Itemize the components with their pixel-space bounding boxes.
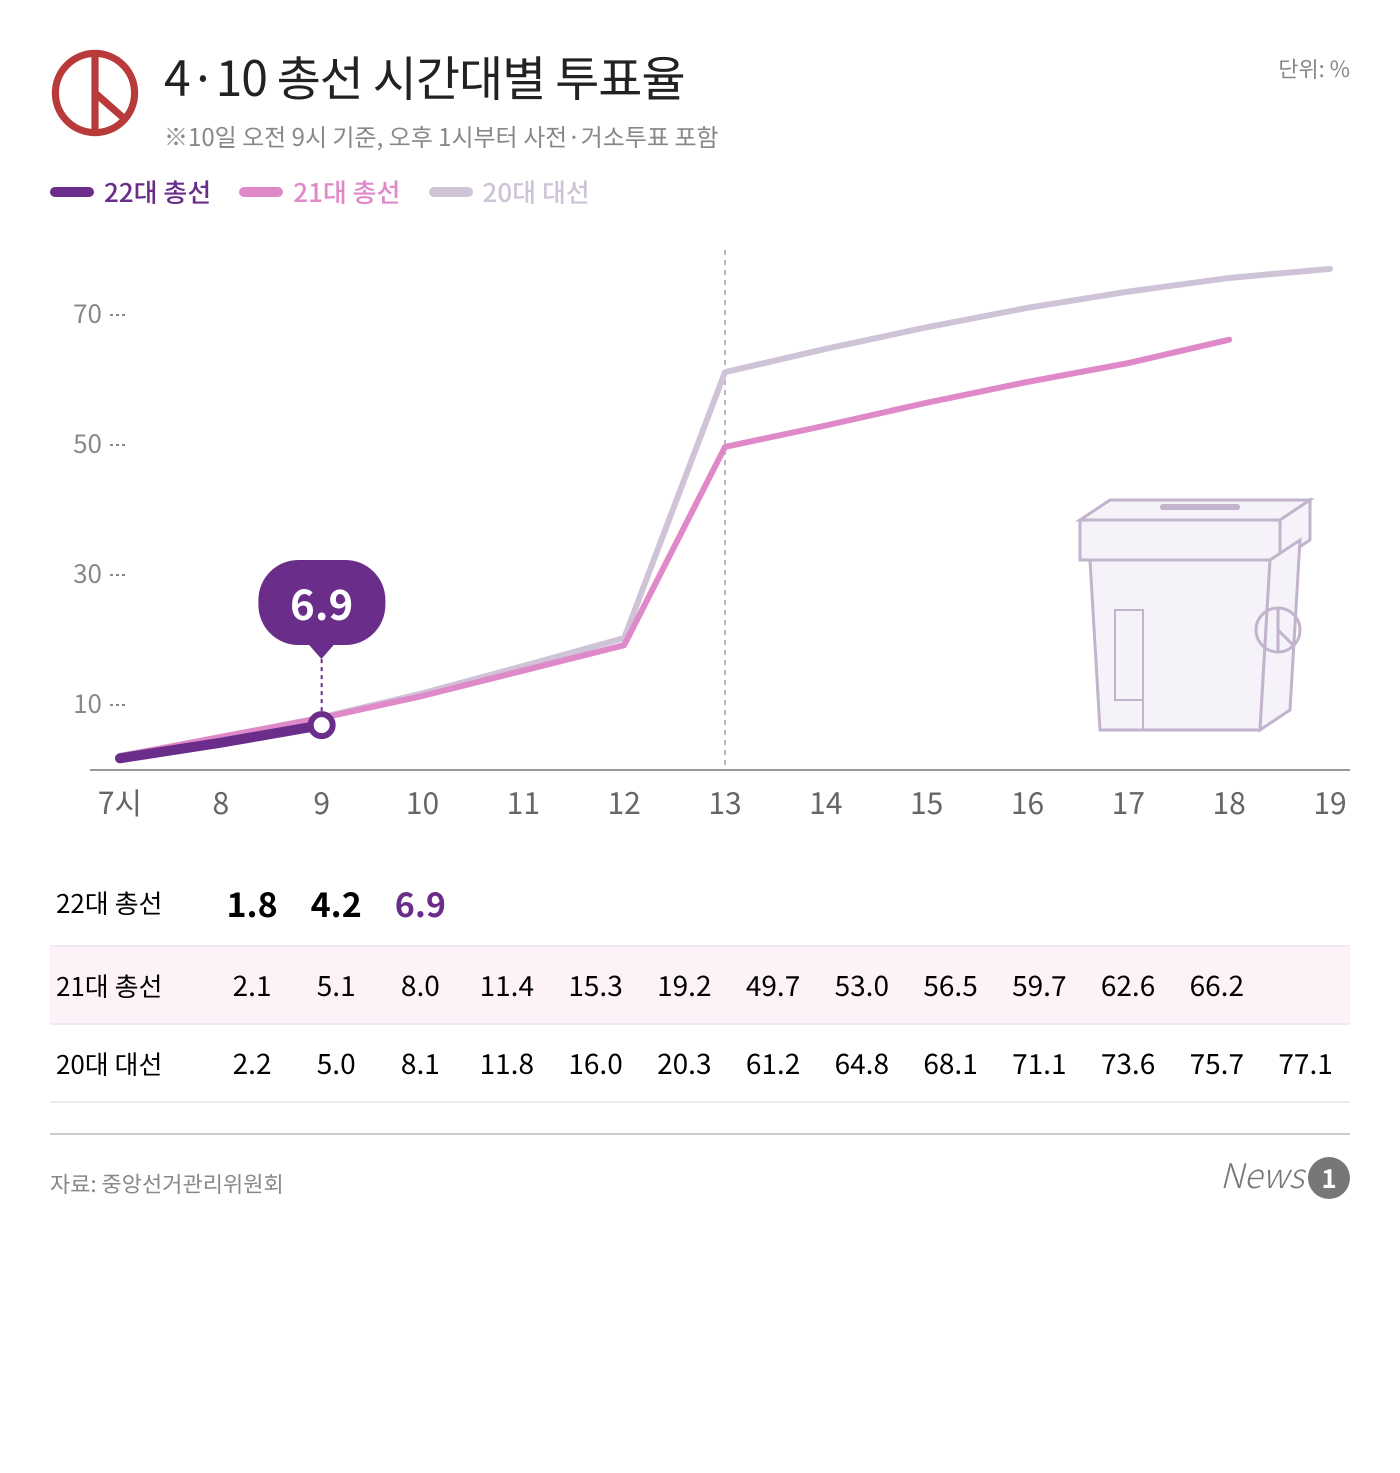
table-cell: 5.0 xyxy=(294,1024,378,1102)
svg-text:12: 12 xyxy=(608,779,641,823)
table-cell: 6.9 xyxy=(378,860,462,946)
table-cell: 77.1 xyxy=(1261,1024,1350,1102)
unit-label: 단위: % xyxy=(1278,52,1350,84)
table-cell xyxy=(1261,946,1350,1024)
table-cell: 61.2 xyxy=(729,1024,818,1102)
table-cell xyxy=(817,860,906,946)
table-row: 20대 대선2.25.08.111.816.020.361.264.868.17… xyxy=(50,1024,1350,1102)
legend: 22대 총선 21대 총선 20대 대선 xyxy=(50,173,1350,210)
svg-text:9: 9 xyxy=(313,779,330,823)
row-label: 21대 총선 xyxy=(50,946,210,1024)
svg-text:10: 10 xyxy=(73,684,102,721)
table-cell: 11.8 xyxy=(462,1024,551,1102)
title-block: 4·10 총선 시간대별 투표율 ※10일 오전 9시 기준, 오후 1시부터 … xyxy=(164,40,1254,153)
table-cell: 16.0 xyxy=(551,1024,640,1102)
table-row: 21대 총선2.15.18.011.415.319.249.753.056.55… xyxy=(50,946,1350,1024)
vote-stamp-icon xyxy=(50,48,140,138)
table-cell: 15.3 xyxy=(551,946,640,1024)
table-cell: 73.6 xyxy=(1084,1024,1173,1102)
news1-logo: News1 xyxy=(1220,1149,1350,1199)
svg-text:14: 14 xyxy=(809,779,842,823)
callout-value: 6.9 xyxy=(290,572,353,633)
table-cell: 64.8 xyxy=(817,1024,906,1102)
svg-text:18: 18 xyxy=(1213,779,1246,823)
row-label: 22대 총선 xyxy=(50,860,210,946)
legend-item: 21대 총선 xyxy=(239,173,400,210)
svg-text:30: 30 xyxy=(73,554,102,591)
table-cell: 5.1 xyxy=(294,946,378,1024)
current-value-callout: 6.9 xyxy=(258,560,385,645)
footer: 자료: 중앙선거관리위원회 News1 xyxy=(50,1133,1350,1199)
svg-text:8: 8 xyxy=(213,779,230,823)
table-cell: 56.5 xyxy=(906,946,995,1024)
svg-text:10: 10 xyxy=(406,779,439,823)
svg-text:70: 70 xyxy=(73,294,102,331)
row-label: 20대 대선 xyxy=(50,1024,210,1102)
svg-text:11: 11 xyxy=(507,779,540,823)
header: 4·10 총선 시간대별 투표율 ※10일 오전 9시 기준, 오후 1시부터 … xyxy=(50,40,1350,153)
svg-text:15: 15 xyxy=(910,779,943,823)
table-cell: 68.1 xyxy=(906,1024,995,1102)
table-cell xyxy=(551,860,640,946)
table-row: 22대 총선1.84.26.9 xyxy=(50,860,1350,946)
table-cell xyxy=(729,860,818,946)
table-cell: 19.2 xyxy=(640,946,729,1024)
table-cell: 20.3 xyxy=(640,1024,729,1102)
table-cell: 8.1 xyxy=(378,1024,462,1102)
legend-swatch xyxy=(429,187,473,197)
svg-text:50: 50 xyxy=(73,424,102,461)
legend-swatch xyxy=(50,187,94,197)
page-title: 4·10 총선 시간대별 투표율 xyxy=(164,40,1254,110)
svg-text:16: 16 xyxy=(1011,779,1044,823)
legend-item: 20대 대선 xyxy=(429,173,590,210)
ballot-box-icon xyxy=(1040,480,1340,740)
legend-label: 21대 총선 xyxy=(293,173,400,210)
table-cell xyxy=(995,860,1084,946)
table-cell xyxy=(906,860,995,946)
legend-swatch xyxy=(239,187,283,197)
table-cell xyxy=(462,860,551,946)
table-cell: 2.2 xyxy=(210,1024,294,1102)
legend-item: 22대 총선 xyxy=(50,173,211,210)
table-cell: 59.7 xyxy=(995,946,1084,1024)
source-label: 자료: 중앙선거관리위원회 xyxy=(50,1167,284,1199)
table-cell: 62.6 xyxy=(1084,946,1173,1024)
table-cell: 8.0 xyxy=(378,946,462,1024)
legend-label: 20대 대선 xyxy=(483,173,590,210)
table-cell: 1.8 xyxy=(210,860,294,946)
svg-text:7시: 7시 xyxy=(98,779,142,823)
table-cell: 66.2 xyxy=(1172,946,1261,1024)
table-cell xyxy=(1261,860,1350,946)
table-cell xyxy=(1172,860,1261,946)
table-cell: 49.7 xyxy=(729,946,818,1024)
logo-number: 1 xyxy=(1308,1157,1350,1199)
table-cell: 71.1 xyxy=(995,1024,1084,1102)
turnout-table: 22대 총선1.84.26.921대 총선2.15.18.011.415.319… xyxy=(50,860,1350,1103)
line-chart: 10 30 50 70 7시 8 9 10 11 12 13 14 15 16 17 18 19 6.9 xyxy=(50,230,1350,850)
table-cell: 75.7 xyxy=(1172,1024,1261,1102)
table-cell: 2.1 xyxy=(210,946,294,1024)
svg-text:13: 13 xyxy=(708,779,741,823)
table-cell: 11.4 xyxy=(462,946,551,1024)
table-cell: 4.2 xyxy=(294,860,378,946)
table-cell xyxy=(640,860,729,946)
svg-text:19: 19 xyxy=(1313,779,1346,823)
table-cell xyxy=(1084,860,1173,946)
table-cell: 53.0 xyxy=(817,946,906,1024)
logo-text: News xyxy=(1220,1149,1304,1198)
svg-text:17: 17 xyxy=(1112,779,1145,823)
legend-label: 22대 총선 xyxy=(104,173,211,210)
subtitle: ※10일 오전 9시 기준, 오후 1시부터 사전·거소투표 포함 xyxy=(164,118,1254,153)
